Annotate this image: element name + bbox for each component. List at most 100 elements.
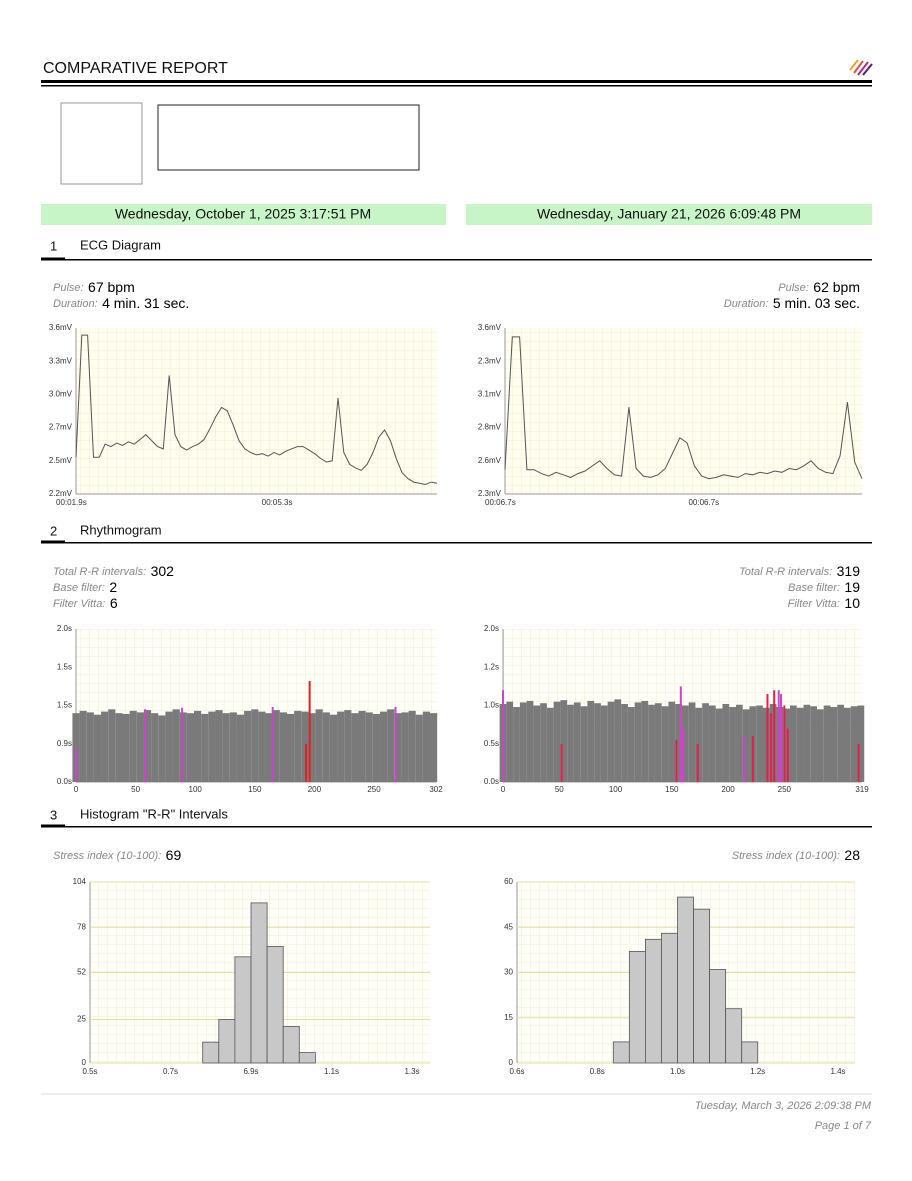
rr-bar (682, 728, 685, 782)
x-tick-label: 50 (131, 785, 140, 794)
section-header: 1 ECG Diagram 2 Rhythmogram 3 Histogram … (41, 237, 872, 828)
info-row: Base filter: 19 (788, 579, 860, 597)
section-number: 2 (50, 523, 57, 538)
stress-index: Stress index (10-100): 69 (53, 847, 181, 865)
rr-bar (560, 743, 563, 782)
rr-bar (648, 704, 655, 782)
rr-bar (408, 710, 416, 782)
y-tick-label: 2.3mV (478, 356, 502, 365)
rr-bar (430, 713, 438, 782)
duration: Duration: 4 min. 31 sec. (53, 295, 189, 313)
x-tick-label: 250 (367, 785, 381, 794)
rr-bar (702, 703, 709, 782)
rr-bar (122, 713, 130, 782)
rr-bar (614, 699, 622, 782)
rr-bar (688, 702, 696, 782)
rr-bar (654, 703, 662, 782)
date-bar (466, 204, 872, 225)
rr-bar (735, 704, 743, 782)
rr-bar (769, 703, 777, 782)
rr-bar (641, 700, 649, 782)
section-title: ECG Diagram (80, 237, 161, 252)
y-tick-label: 1.2s (484, 662, 499, 671)
rr-bar (301, 711, 309, 782)
value: 69 (166, 847, 182, 863)
histogram-bar (218, 1019, 236, 1064)
x-tick-label: 0.8s (590, 1067, 605, 1076)
rr-bar (675, 739, 678, 782)
x-tick-label: 200 (308, 785, 322, 794)
rr-bar (215, 710, 223, 782)
rr-bar (358, 710, 366, 782)
rr-bar (729, 707, 736, 782)
section-number: 3 (50, 807, 57, 822)
rr-bar (769, 713, 772, 782)
rr-bar (513, 707, 520, 782)
label: Base filter: (53, 582, 105, 594)
value: 67 bpm (88, 279, 135, 295)
x-tick-label: 1.3s (404, 1067, 419, 1076)
info-row: Filter Vitta: 10 (788, 595, 861, 613)
rr-bar (553, 701, 561, 782)
histogram-bar (282, 1026, 300, 1064)
rr-bar (766, 694, 769, 782)
rr-bar (627, 707, 635, 782)
x-tick-label: 1.1s (324, 1067, 339, 1076)
y-tick-label: 0.0s (484, 777, 499, 786)
x-tick-label: 0.7s (163, 1067, 178, 1076)
rr-bar (587, 700, 595, 782)
rr-bar (756, 705, 763, 782)
label: Filter Vitta: (788, 598, 840, 610)
rr-bar (540, 703, 547, 782)
rr-bar (634, 702, 642, 782)
rr-bar (115, 713, 123, 782)
x-tick-label: 0.6s (509, 1067, 524, 1076)
rr-bar (762, 707, 770, 782)
rr-bar (315, 709, 323, 782)
rr-bar (222, 713, 230, 782)
y-tick-label: 78 (77, 922, 86, 931)
rr-bar (108, 709, 116, 782)
x-tick-label: 250 (778, 785, 792, 794)
label: Stress index (10-100): (53, 850, 161, 862)
rr-bar (101, 711, 109, 782)
rr-bar (151, 713, 159, 782)
rr-bar (696, 743, 699, 782)
label: Total R-R intervals: (53, 566, 146, 578)
ecg-trace (504, 336, 863, 480)
rr-bar (93, 714, 102, 782)
rr-bar (194, 710, 202, 782)
pulse: Pulse: 62 bpm (778, 279, 860, 297)
x-tick-label: 100 (189, 785, 203, 794)
rr-bar (401, 712, 409, 782)
rr-bar (679, 686, 682, 782)
x-tick-label: 0.5s (82, 1067, 97, 1076)
rr-bar (329, 714, 338, 782)
rr-bar (789, 705, 797, 782)
rr-bar (751, 736, 754, 782)
histogram-bar (693, 908, 710, 1064)
x-tick-label: 1.4s (830, 1067, 845, 1076)
y-tick-label: 3.1mV (478, 390, 502, 399)
rr-bar (830, 707, 838, 782)
rr-bar (136, 712, 144, 782)
rr-bar (308, 681, 311, 782)
rr-bar (695, 707, 703, 782)
rr-bar (422, 711, 431, 782)
label: Pulse: (778, 282, 809, 294)
rr-bar (372, 713, 380, 782)
y-tick-label: 2.0s (484, 624, 499, 633)
rr-bar (573, 702, 581, 782)
y-tick-label: 2.6mV (478, 456, 502, 465)
rr-bar (776, 707, 784, 782)
rr-bar (75, 747, 77, 782)
histogram-bar (741, 1041, 759, 1064)
histogram-bar (250, 902, 268, 1064)
y-tick-label: 60 (504, 877, 513, 886)
x-tick-label: 100 (609, 785, 623, 794)
label: Stress index (10-100): (732, 850, 840, 862)
rr-bar (600, 705, 608, 782)
rr-bar (816, 709, 824, 782)
rr-bar (837, 704, 844, 782)
rr-bar (594, 703, 601, 782)
